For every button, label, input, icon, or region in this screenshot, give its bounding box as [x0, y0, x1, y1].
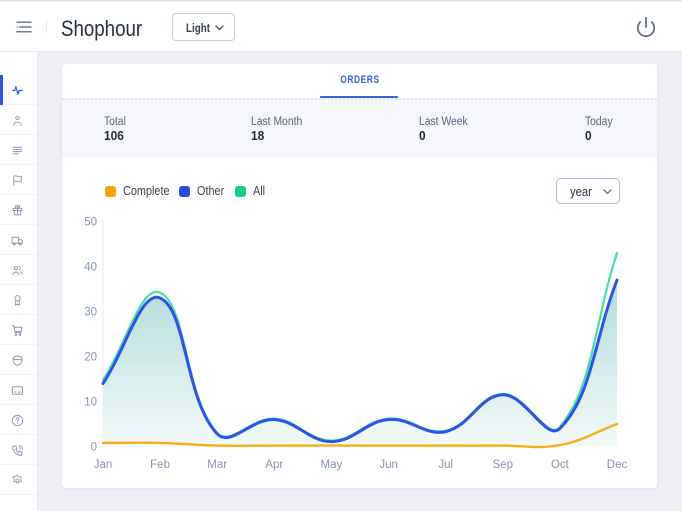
svg-text:Jul: Jul [438, 459, 453, 471]
svg-text:Mar: Mar [207, 459, 227, 471]
svg-text:Jan: Jan [94, 459, 113, 471]
svg-text:Sep: Sep [493, 459, 513, 471]
svg-text:Apr: Apr [265, 459, 283, 471]
svg-text:30: 30 [84, 307, 97, 319]
svg-text:0: 0 [91, 442, 97, 454]
svg-text:20: 20 [84, 352, 97, 364]
svg-text:May: May [321, 459, 343, 471]
svg-text:Jun: Jun [379, 459, 398, 471]
svg-text:10: 10 [84, 397, 97, 409]
svg-text:40: 40 [84, 262, 97, 274]
svg-text:50: 50 [84, 217, 97, 229]
svg-text:Feb: Feb [150, 459, 170, 471]
svg-text:Dec: Dec [607, 459, 628, 471]
svg-text:Oct: Oct [551, 459, 570, 471]
